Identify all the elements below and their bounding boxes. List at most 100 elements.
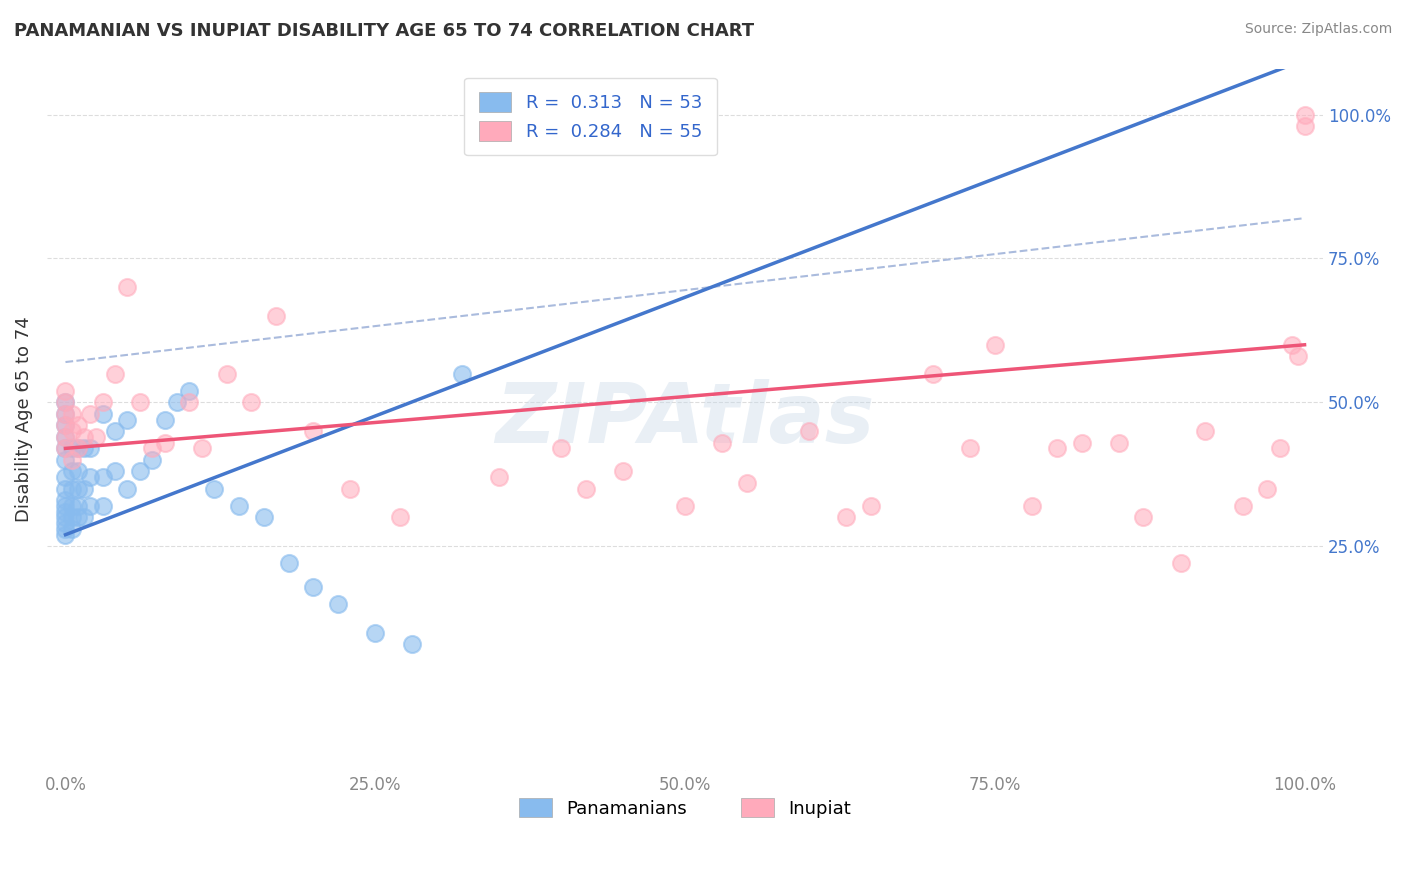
- Point: [1281, 338, 1303, 352]
- Point: [91, 499, 114, 513]
- Text: ZIPAtlas: ZIPAtlas: [495, 379, 875, 460]
- Point: [66, 442, 89, 456]
- Point: [711, 435, 734, 450]
- Point: [91, 470, 114, 484]
- Point: [141, 453, 163, 467]
- Point: [66, 464, 89, 478]
- Point: [55, 418, 77, 433]
- Legend: Panamanians, Inupiat: Panamanians, Inupiat: [512, 790, 858, 825]
- Point: [277, 557, 299, 571]
- Point: [202, 482, 225, 496]
- Point: [1108, 435, 1130, 450]
- Point: [1294, 119, 1316, 133]
- Point: [55, 384, 77, 398]
- Point: [104, 367, 127, 381]
- Point: [66, 482, 89, 496]
- Point: [959, 442, 981, 456]
- Point: [66, 418, 89, 433]
- Point: [55, 499, 77, 513]
- Point: [302, 424, 325, 438]
- Point: [79, 407, 101, 421]
- Point: [1294, 107, 1316, 121]
- Point: [79, 470, 101, 484]
- Point: [166, 395, 188, 409]
- Point: [79, 499, 101, 513]
- Point: [55, 493, 77, 508]
- Point: [179, 395, 201, 409]
- Point: [66, 499, 89, 513]
- Point: [735, 475, 758, 490]
- Point: [55, 395, 77, 409]
- Point: [60, 453, 83, 467]
- Point: [326, 597, 349, 611]
- Point: [191, 442, 214, 456]
- Point: [73, 510, 96, 524]
- Point: [55, 430, 77, 444]
- Point: [60, 510, 83, 524]
- Point: [612, 464, 634, 478]
- Point: [55, 418, 77, 433]
- Point: [1268, 442, 1291, 456]
- Point: [128, 395, 150, 409]
- Point: [73, 482, 96, 496]
- Point: [179, 384, 201, 398]
- Point: [55, 482, 77, 496]
- Point: [66, 510, 89, 524]
- Point: [60, 442, 83, 456]
- Point: [55, 407, 77, 421]
- Point: [1194, 424, 1216, 438]
- Point: [55, 407, 77, 421]
- Point: [117, 412, 139, 426]
- Point: [60, 482, 83, 496]
- Point: [1286, 349, 1309, 363]
- Point: [55, 430, 77, 444]
- Point: [215, 367, 238, 381]
- Point: [797, 424, 820, 438]
- Point: [264, 309, 287, 323]
- Point: [153, 435, 176, 450]
- Point: [984, 338, 1007, 352]
- Point: [117, 280, 139, 294]
- Point: [1046, 442, 1069, 456]
- Point: [91, 407, 114, 421]
- Point: [1132, 510, 1154, 524]
- Point: [86, 430, 108, 444]
- Point: [1021, 499, 1043, 513]
- Point: [60, 522, 83, 536]
- Point: [55, 516, 77, 531]
- Point: [228, 499, 250, 513]
- Point: [55, 510, 77, 524]
- Point: [128, 464, 150, 478]
- Point: [60, 407, 83, 421]
- Point: [575, 482, 598, 496]
- Point: [60, 499, 83, 513]
- Point: [240, 395, 263, 409]
- Point: [141, 442, 163, 456]
- Point: [60, 424, 83, 438]
- Point: [401, 637, 423, 651]
- Point: [1256, 482, 1278, 496]
- Point: [1232, 499, 1254, 513]
- Point: [835, 510, 858, 524]
- Point: [55, 527, 77, 541]
- Point: [55, 442, 77, 456]
- Point: [79, 442, 101, 456]
- Point: [1070, 435, 1092, 450]
- Point: [55, 522, 77, 536]
- Point: [921, 367, 943, 381]
- Point: [451, 367, 474, 381]
- Point: [253, 510, 276, 524]
- Point: [364, 625, 387, 640]
- Point: [673, 499, 696, 513]
- Point: [55, 453, 77, 467]
- Point: [339, 482, 361, 496]
- Point: [117, 482, 139, 496]
- Point: [73, 430, 96, 444]
- Point: [55, 470, 77, 484]
- Point: [55, 505, 77, 519]
- Point: [859, 499, 882, 513]
- Point: [73, 442, 96, 456]
- Point: [104, 464, 127, 478]
- Point: [104, 424, 127, 438]
- Point: [55, 395, 77, 409]
